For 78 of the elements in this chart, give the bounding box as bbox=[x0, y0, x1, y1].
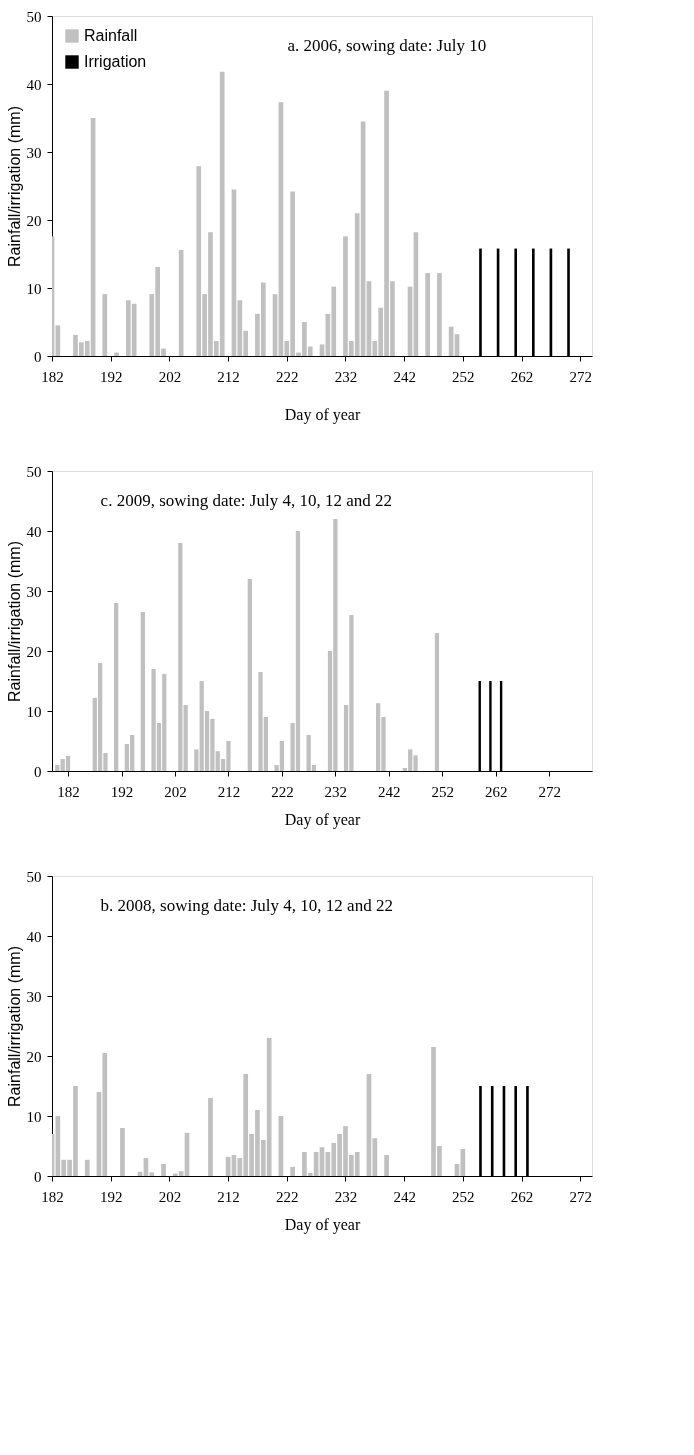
bar bbox=[114, 603, 119, 771]
x-axis-title: Day of year bbox=[284, 810, 361, 829]
annotation: a. 2006, sowing date: July 10 bbox=[287, 36, 487, 55]
annotation: b. 2008, sowing date: July 4, 10, 12 and 22 bbox=[100, 896, 393, 915]
x-tick-label: 222 bbox=[276, 1188, 299, 1205]
y-tick-label: 10 bbox=[26, 703, 42, 720]
x-tick-label: 262 bbox=[510, 1188, 534, 1205]
bar bbox=[290, 1167, 295, 1176]
x-tick-label: 252 bbox=[431, 783, 455, 800]
x-tick-label: 262 bbox=[485, 783, 508, 800]
y-tick-label: 0 bbox=[34, 1168, 42, 1185]
y-tick-label: 20 bbox=[26, 643, 42, 660]
bar bbox=[84, 1159, 90, 1176]
x-tick-label: 272 bbox=[569, 1188, 593, 1205]
bar bbox=[384, 1155, 389, 1176]
x-tick-label: 192 bbox=[110, 783, 134, 800]
y-tick-label: 40 bbox=[26, 523, 42, 540]
x-tick-label: 192 bbox=[99, 1188, 123, 1205]
legend-label: Irrigation bbox=[84, 53, 147, 70]
y-tick-label: 10 bbox=[26, 1108, 42, 1125]
x-tick-label: 232 bbox=[324, 783, 348, 800]
bar bbox=[437, 273, 442, 356]
y-axis-title: Rainfall/irrigation (mm) bbox=[5, 946, 23, 1107]
x-tick-label: 232 bbox=[334, 368, 358, 385]
x-tick-label: 202 bbox=[158, 368, 182, 385]
y-tick-label: 50 bbox=[26, 463, 42, 480]
x-tick-label: 252 bbox=[452, 368, 475, 385]
x-tick-label: 192 bbox=[99, 368, 123, 385]
y-tick-label: 40 bbox=[26, 928, 42, 945]
x-tick-label: 212 bbox=[217, 783, 241, 800]
y-axis-title: Rainfall/irrigation (mm) bbox=[5, 541, 23, 702]
x-tick-label: 272 bbox=[538, 783, 561, 800]
x-tick-label: 202 bbox=[158, 1188, 182, 1205]
y-tick-label: 50 bbox=[26, 8, 42, 25]
bar bbox=[208, 1098, 213, 1176]
x-axis-title: Day of year bbox=[284, 405, 361, 424]
x-tick-label: 182 bbox=[41, 1188, 64, 1205]
y-tick-label: 50 bbox=[26, 868, 42, 885]
x-tick-label: 272 bbox=[569, 368, 593, 385]
x-tick-label: 212 bbox=[217, 368, 240, 385]
x-tick-label: 242 bbox=[393, 1188, 416, 1205]
y-tick-label: 0 bbox=[34, 763, 42, 780]
x-axis-title: Day of year bbox=[284, 1215, 361, 1234]
bar bbox=[178, 543, 183, 771]
y-tick-label: 40 bbox=[26, 76, 42, 93]
bar bbox=[194, 749, 199, 771]
x-tick-label: 202 bbox=[164, 783, 187, 800]
x-tick-label: 252 bbox=[452, 1188, 475, 1205]
y-axis-title: Rainfall/irrigation (mm) bbox=[5, 106, 23, 267]
bar bbox=[102, 294, 108, 356]
x-tick-label: 242 bbox=[378, 783, 401, 800]
bar bbox=[425, 273, 430, 356]
x-tick-label: 262 bbox=[510, 368, 534, 385]
bar bbox=[247, 579, 252, 771]
y-tick-label: 20 bbox=[26, 212, 42, 229]
legend-label: Rainfall bbox=[84, 27, 138, 44]
x-tick-label: 212 bbox=[217, 1188, 240, 1205]
bar bbox=[434, 633, 440, 771]
x-tick-label: 222 bbox=[276, 368, 299, 385]
x-tick-label: 242 bbox=[393, 368, 416, 385]
y-tick-label: 30 bbox=[26, 144, 42, 161]
bar bbox=[183, 705, 188, 771]
x-tick-label: 232 bbox=[334, 1188, 358, 1205]
x-tick-label: 182 bbox=[57, 783, 80, 800]
y-tick-label: 30 bbox=[26, 988, 42, 1005]
bar bbox=[161, 1164, 166, 1176]
y-tick-label: 0 bbox=[34, 348, 42, 365]
x-tick-label: 182 bbox=[41, 368, 64, 385]
bar bbox=[120, 1128, 125, 1176]
annotation: c. 2009, sowing date: July 4, 10, 12 and 22 bbox=[100, 491, 392, 510]
bar bbox=[55, 765, 60, 771]
bar bbox=[65, 756, 71, 771]
bar bbox=[114, 352, 119, 356]
bar bbox=[140, 612, 146, 771]
y-tick-label: 10 bbox=[26, 280, 42, 297]
y-tick-label: 20 bbox=[26, 1048, 42, 1065]
y-tick-label: 30 bbox=[26, 583, 42, 600]
x-tick-label: 222 bbox=[271, 783, 294, 800]
